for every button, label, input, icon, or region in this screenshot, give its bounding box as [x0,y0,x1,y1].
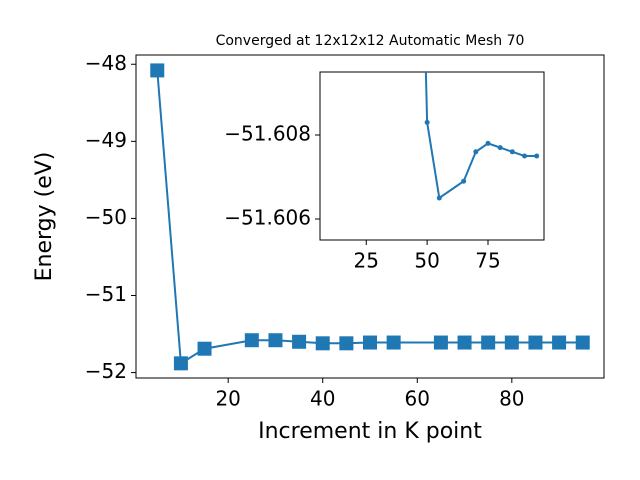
marker [244,333,259,348]
marker [473,149,479,155]
marker [481,335,496,350]
marker [552,335,567,350]
marker [363,335,377,350]
marker [433,335,448,350]
marker [268,333,283,348]
marker [534,153,540,159]
marker [315,336,330,351]
x-tick-label: 20 [215,387,240,411]
marker [509,149,515,155]
x-tick-label: 50 [414,249,439,273]
marker [150,63,165,78]
chart-title: Converged at 12x12x12 Automatic Mesh 70 [216,33,525,49]
marker [522,153,528,159]
marker [339,336,354,351]
plot-content [424,72,540,201]
y-tick-label: −48 [85,51,127,75]
y-tick-label: −51 [85,282,127,306]
marker [528,335,543,350]
series-line [424,72,537,200]
marker [461,178,467,184]
marker [292,334,307,349]
marker [485,140,491,146]
y-tick-label: −51.608 [224,122,311,146]
marker [386,335,401,350]
marker [436,195,442,201]
y-tick-label: −51.606 [224,206,311,230]
marker [424,119,430,125]
marker [457,335,472,350]
y-tick-label: −49 [85,128,127,152]
y-tick-label: −50 [85,205,127,229]
x-tick-label: 75 [475,249,500,273]
x-tick-label: 40 [310,387,335,411]
plot-content [150,63,590,371]
marker [504,335,519,350]
x-tick-label: 25 [354,249,379,273]
y-tick-label: −52 [85,359,127,383]
marker [197,341,212,356]
y-axis-label: Energy (eV) [32,152,57,282]
marker [575,335,590,350]
x-axis-label: Increment in K point [258,419,482,444]
x-tick-label: 80 [499,387,524,411]
marker [173,356,188,371]
x-tick-label: 60 [405,387,430,411]
marker [497,145,503,151]
